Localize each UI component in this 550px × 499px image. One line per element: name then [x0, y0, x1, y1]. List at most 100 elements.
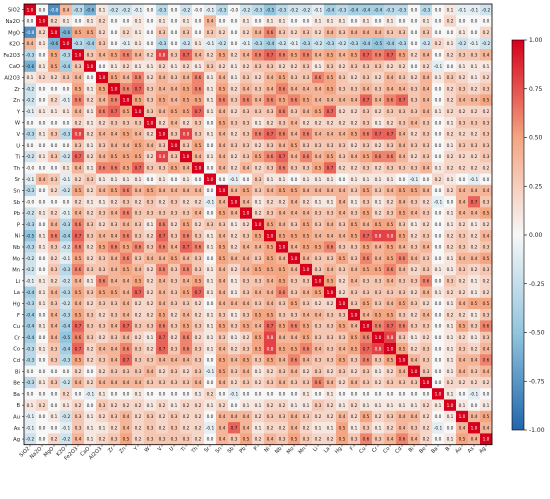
heatmap-value-label: 0.3 — [267, 414, 274, 420]
heatmap-cell — [444, 15, 457, 27]
heatmap-value-label: 0.0 — [39, 98, 46, 104]
heatmap-value-label: 0.6 — [363, 256, 370, 262]
heatmap-cell — [84, 37, 97, 50]
heatmap-value-label: 0.4 — [75, 109, 82, 115]
heatmap-value-label: 0.3 — [171, 75, 178, 81]
heatmap-cell — [372, 184, 385, 197]
heatmap-value-label: 0.3 — [411, 425, 418, 431]
row-tick-label: As — [14, 426, 21, 432]
heatmap-cell — [432, 15, 445, 27]
heatmap-cell — [276, 297, 289, 310]
heatmap-cell — [420, 263, 433, 276]
heatmap-cell — [144, 275, 157, 287]
heatmap-cell — [360, 139, 373, 152]
heatmap-cell — [276, 37, 289, 50]
heatmap-cell — [408, 297, 421, 310]
heatmap-value-label: 0.5 — [363, 188, 370, 194]
heatmap-cell — [336, 117, 349, 129]
heatmap-cell — [96, 388, 109, 400]
heatmap-cell — [468, 230, 481, 242]
heatmap-cell — [456, 4, 469, 16]
heatmap-cell — [408, 162, 421, 174]
heatmap-value-label: 0.3 — [171, 425, 178, 431]
heatmap-value-label: 0.4 — [291, 199, 298, 205]
heatmap-cell — [84, 173, 97, 186]
heatmap-cell — [240, 422, 253, 434]
heatmap-value-label: 0.0 — [75, 391, 82, 397]
heatmap-value-label: 0.2 — [99, 120, 106, 126]
heatmap-cell — [252, 26, 265, 39]
heatmap-cell — [36, 173, 49, 186]
heatmap-cell — [60, 354, 73, 366]
heatmap-cell — [300, 343, 313, 355]
heatmap-value-label: 0.0 — [147, 30, 154, 36]
heatmap-value-label: 0.3 — [99, 256, 106, 262]
heatmap-cell — [180, 230, 193, 242]
heatmap-value-label: 1.0 — [375, 335, 382, 341]
heatmap-value-label: 0.2 — [123, 403, 130, 409]
heatmap-value-label: 0.4 — [267, 188, 274, 194]
heatmap-cell — [252, 433, 265, 445]
heatmap-value-label: -0.1 — [62, 98, 71, 104]
heatmap-cell — [336, 252, 349, 265]
heatmap-cell — [156, 241, 169, 253]
heatmap-value-label: 0.6 — [75, 267, 82, 273]
heatmap-cell — [24, 49, 37, 61]
heatmap-value-label: 0.4 — [303, 256, 310, 262]
heatmap-cell — [216, 422, 229, 434]
heatmap-cell — [300, 150, 313, 163]
heatmap-value-label: 0.2 — [459, 335, 466, 341]
heatmap-cell — [444, 399, 457, 412]
column-tick-label: Zr — [107, 445, 116, 454]
heatmap-value-label: 0.4 — [111, 324, 118, 330]
heatmap-value-label: 0.4 — [51, 222, 58, 228]
heatmap-cell — [252, 4, 265, 16]
heatmap-value-label: 0.5 — [375, 222, 382, 228]
heatmap-value-label: -0.2 — [458, 41, 467, 47]
heatmap-value-label: 0.5 — [255, 267, 262, 273]
heatmap-value-label: 0.1 — [435, 165, 442, 171]
heatmap-cell — [396, 162, 409, 174]
heatmap-value-label: 0.3 — [363, 290, 370, 296]
heatmap-value-label: -0.1 — [206, 199, 215, 205]
heatmap-value-label: 0.3 — [315, 369, 322, 375]
heatmap-cell — [372, 139, 385, 152]
heatmap-value-label: 0.1 — [447, 143, 454, 149]
heatmap-value-label: 0.1 — [447, 414, 454, 420]
heatmap-cell — [24, 275, 37, 287]
heatmap-value-label: 0.4 — [183, 75, 190, 81]
heatmap-value-label: 0.4 — [351, 98, 358, 104]
heatmap-value-label: 0.5 — [315, 109, 322, 115]
heatmap-value-label: 0.6 — [279, 165, 286, 171]
heatmap-cell — [180, 433, 193, 445]
heatmap-cell — [456, 71, 469, 84]
heatmap-cell — [264, 252, 277, 265]
heatmap-cell — [72, 4, 85, 16]
heatmap-value-label: 0.1 — [87, 278, 94, 284]
heatmap-value-label: 0.0 — [183, 391, 190, 397]
heatmap-cell — [276, 15, 289, 27]
heatmap-value-label: 0.2 — [231, 380, 238, 386]
heatmap-value-label: 0.2 — [255, 437, 262, 443]
heatmap-value-label: -0.1 — [206, 7, 215, 13]
heatmap-cell — [300, 263, 313, 276]
heatmap-cell — [168, 399, 181, 412]
heatmap-value-label: 0.5 — [267, 358, 274, 364]
heatmap-cell — [276, 376, 289, 389]
heatmap-cell — [408, 320, 421, 332]
heatmap-value-label: 0.5 — [75, 358, 82, 364]
heatmap-cell — [312, 60, 325, 73]
heatmap-value-label: 0.2 — [231, 132, 238, 138]
heatmap-cell — [204, 343, 217, 355]
heatmap-cell — [96, 83, 109, 95]
heatmap-cell — [228, 218, 241, 231]
heatmap-cell — [264, 320, 277, 332]
heatmap-cell — [24, 252, 37, 265]
row-tick-label: Zn — [13, 98, 20, 104]
heatmap-value-label: 0.1 — [135, 391, 142, 397]
heatmap-cell — [96, 331, 109, 344]
heatmap-cell — [216, 320, 229, 332]
heatmap-cell — [384, 263, 397, 276]
heatmap-cell — [84, 263, 97, 276]
heatmap-cell — [84, 275, 97, 287]
